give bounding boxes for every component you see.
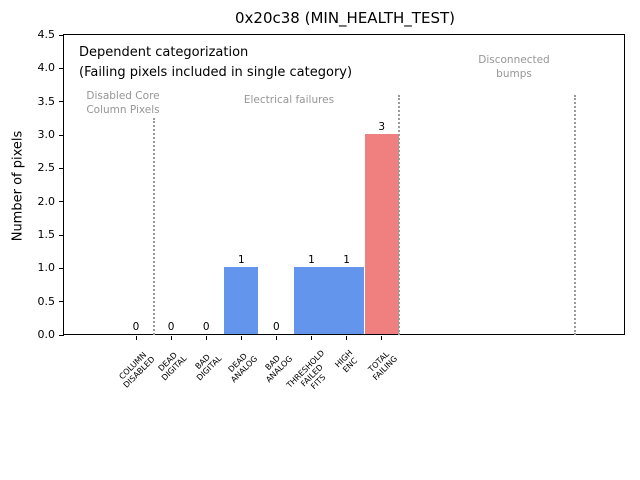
- bar-value-label: 1: [308, 254, 315, 267]
- x-tick-mark: [275, 336, 277, 340]
- bar: [224, 267, 259, 334]
- region-label: Disconnected bumps: [478, 54, 550, 80]
- x-tick-mark: [240, 336, 242, 340]
- x-tick-label: THRESHOLD FAILED FITS: [284, 348, 328, 391]
- x-tick-label: HIGH ENC: [332, 348, 359, 375]
- plot-area: [63, 34, 625, 335]
- x-tick-label: DEAD DIGITAL: [156, 350, 189, 383]
- note-line1: Dependent categorization: [79, 45, 249, 60]
- x-tick-mark: [170, 336, 172, 340]
- y-axis-label: Number of pixels: [10, 130, 26, 242]
- y-tick-mark: [59, 267, 64, 269]
- y-tick-mark: [59, 67, 64, 69]
- x-tick-mark: [205, 336, 207, 340]
- y-tick-label: 2.0: [37, 194, 56, 208]
- y-tick-mark: [59, 334, 64, 336]
- y-tick-label: 1.5: [37, 228, 56, 241]
- note-line2: (Failing pixels included in single categ…: [79, 65, 353, 80]
- y-tick-mark: [59, 34, 64, 36]
- bar-value-label: 0: [167, 321, 175, 333]
- bar-value-label: 3: [378, 121, 386, 133]
- x-tick-mark: [381, 336, 383, 340]
- bar: [329, 267, 364, 334]
- region-label: Disabled Core Column Pixels: [86, 90, 160, 116]
- y-tick-label: 4.0: [37, 61, 56, 75]
- bar-value-label: 1: [343, 254, 350, 267]
- x-tick-label: TOTAL FAILING: [366, 349, 399, 383]
- y-tick-mark: [59, 234, 64, 236]
- separator-line: [573, 95, 576, 335]
- y-tick-label: 0.0: [37, 328, 56, 341]
- y-tick-label: 1.0: [37, 261, 56, 275]
- bar-value-label: 0: [132, 321, 140, 333]
- y-tick-label: 0.5: [37, 294, 56, 308]
- y-tick-label: 4.5: [37, 28, 56, 41]
- x-tick-label: COLUMN DISABLED: [117, 349, 157, 390]
- separator-line: [398, 95, 401, 335]
- y-tick-mark: [59, 201, 64, 203]
- y-tick-label: 2.5: [37, 161, 56, 175]
- bar-value-label: 1: [237, 254, 245, 267]
- y-tick-mark: [59, 301, 64, 303]
- x-tick-mark: [311, 336, 312, 340]
- x-tick-label: DEAD ANALOG: [226, 351, 260, 385]
- x-tick-mark: [135, 336, 137, 340]
- y-tick-label: 3.5: [37, 94, 56, 108]
- x-tick-label: BAD DIGITAL: [193, 352, 224, 383]
- x-tick-mark: [346, 336, 348, 340]
- y-tick-label: 3.0: [37, 128, 56, 141]
- y-tick-mark: [59, 101, 64, 103]
- bar-value-label: 0: [202, 321, 210, 333]
- chart-title: 0x20c38 (MIN_HEALTH_TEST): [235, 9, 455, 27]
- separator-line: [152, 118, 155, 335]
- bar-value-label: 0: [273, 321, 280, 333]
- y-tick-mark: [59, 134, 64, 136]
- bar: [294, 267, 329, 334]
- y-tick-mark: [59, 167, 64, 169]
- region-label: Electrical failures: [243, 94, 335, 106]
- bar: [364, 134, 399, 334]
